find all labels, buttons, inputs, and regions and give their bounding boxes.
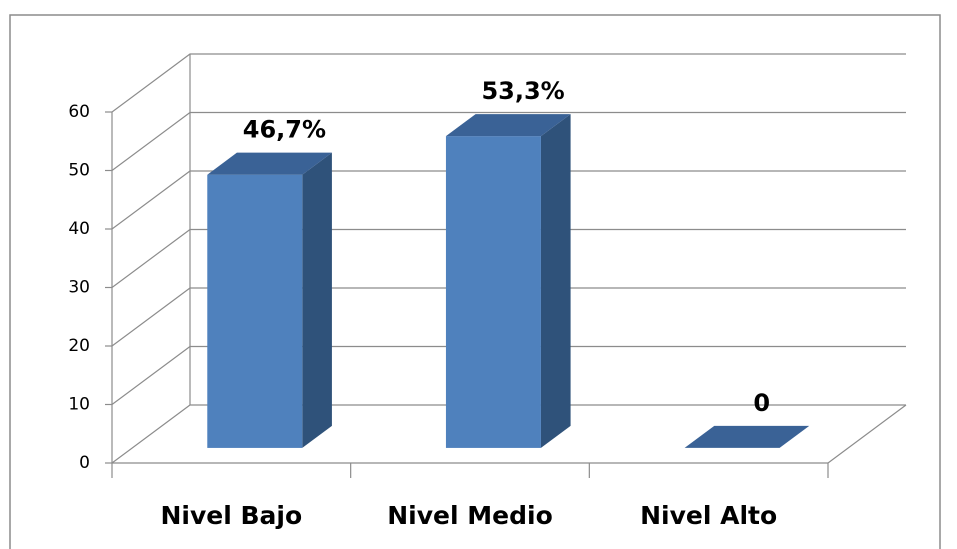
grid-line — [111, 53, 906, 113]
x-tick-label: Nivel Medio — [387, 501, 553, 530]
y-tick-label: 30 — [68, 278, 90, 298]
bar — [207, 174, 303, 448]
y-tick-label: 50 — [68, 161, 90, 181]
bar-top — [684, 425, 810, 448]
floor-edge — [827, 404, 907, 464]
value-label: 0 — [753, 389, 770, 417]
grid-line — [111, 111, 906, 171]
grid-line — [111, 345, 906, 405]
y-tick-label: 20 — [68, 336, 90, 356]
y-tick-label: 10 — [68, 395, 90, 415]
bar-side — [302, 152, 332, 448]
grid-line — [111, 287, 906, 347]
value-label: 46,7% — [243, 116, 326, 144]
bar — [445, 136, 541, 448]
y-tick-label: 0 — [79, 453, 90, 473]
y-tick-label: 60 — [68, 102, 90, 122]
bar-top — [445, 114, 571, 137]
x-tick-label: Nivel Bajo — [160, 501, 302, 530]
bar-top — [207, 152, 332, 175]
value-label: 53,3% — [481, 77, 564, 105]
bar-side — [540, 114, 571, 448]
grid-line — [111, 404, 906, 464]
grid-line — [111, 228, 906, 288]
x-tick-label: Nivel Alto — [640, 501, 777, 530]
grid-line — [111, 170, 906, 230]
y-tick-label: 40 — [68, 219, 90, 239]
